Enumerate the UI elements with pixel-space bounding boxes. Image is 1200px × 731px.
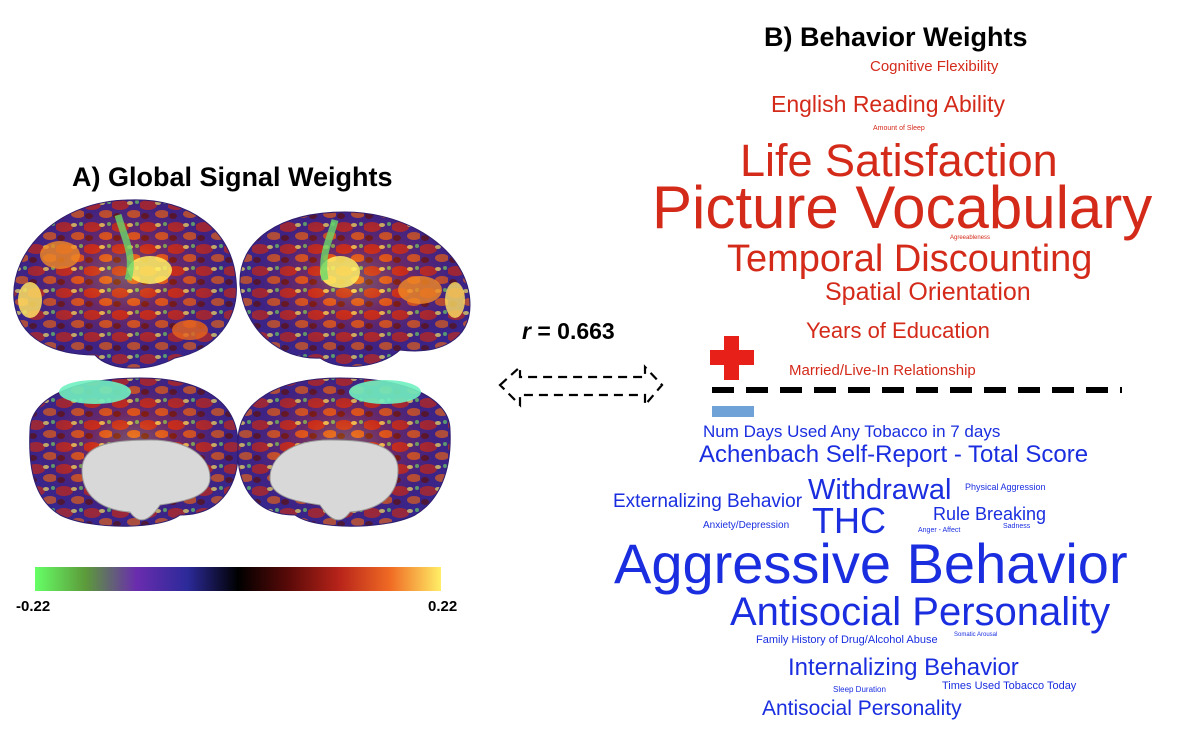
plus-icon — [710, 336, 754, 380]
colorbar — [35, 567, 441, 591]
word-times-used-tobacco: Times Used Tobacco Today — [942, 680, 1077, 692]
word-physical-aggression: Physical Aggression — [965, 482, 1046, 492]
panel-b-title: B) Behavior Weights — [764, 22, 1028, 52]
left-lateral-hemisphere — [13, 199, 237, 369]
double-arrow — [498, 364, 664, 408]
correlation-label: r = 0.663 — [522, 318, 615, 345]
word-anger-affect: Anger - Affect — [918, 527, 961, 534]
plus-icon-v — [724, 336, 739, 380]
word-internalizing-behavior: Internalizing Behavior — [788, 654, 1019, 681]
word-spatial-orientation: Spatial Orientation — [825, 278, 1031, 306]
word-antisocial-personality-small: Antisocial Personality — [762, 697, 962, 720]
word-externalizing-behavior: Externalizing Behavior — [613, 491, 803, 512]
word-aggressive-behavior: Aggressive Behavior — [614, 532, 1128, 595]
r-symbol: r — [522, 318, 531, 344]
word-anxiety-depression: Anxiety/Depression — [703, 520, 790, 531]
word-achenbach-total: Achenbach Self-Report - Total Score — [699, 441, 1089, 468]
word-num-days-tobacco: Num Days Used Any Tobacco in 7 days — [703, 422, 1001, 441]
word-family-history: Family History of Drug/Alcohol Abuse — [756, 634, 938, 646]
word-years-of-education: Years of Education — [806, 318, 990, 343]
word-antisocial-personality-large: Antisocial Personality — [730, 590, 1111, 634]
word-cognitive-flexibility: Cognitive Flexibility — [870, 58, 999, 75]
word-picture-vocabulary: Picture Vocabulary — [652, 174, 1153, 241]
word-somatic-arousal: Somatic Arousal — [954, 632, 998, 638]
word-english-reading-ability: English Reading Ability — [771, 91, 1005, 117]
word-withdrawal: Withdrawal — [808, 474, 952, 506]
r-value: = 0.663 — [530, 318, 615, 344]
word-thc: THC — [812, 500, 886, 541]
divider-dashed-line — [712, 387, 1122, 393]
word-married-live-in: Married/Live-In Relationship — [789, 362, 976, 379]
word-agreeableness: Agreeableness — [950, 235, 991, 241]
brain-surfaces — [13, 199, 471, 527]
minus-icon — [712, 406, 754, 417]
word-life-satisfaction: Life Satisfaction — [740, 135, 1058, 186]
colorbar-max-label: 0.22 — [428, 598, 458, 615]
word-sleep-duration: Sleep Duration — [833, 685, 886, 694]
left-medial-hemisphere — [29, 377, 239, 527]
right-medial-hemisphere — [237, 377, 451, 527]
word-amount-of-sleep: Amount of Sleep — [873, 125, 925, 132]
word-temporal-discounting: Temporal Discounting — [727, 238, 1093, 280]
word-rule-breaking: Rule Breaking — [933, 504, 1047, 524]
right-lateral-hemisphere — [239, 211, 471, 367]
colorbar-min-label: -0.22 — [16, 598, 51, 615]
panel-a-title: A) Global Signal Weights — [72, 162, 393, 192]
word-sadness: Sadness — [1003, 523, 1031, 530]
